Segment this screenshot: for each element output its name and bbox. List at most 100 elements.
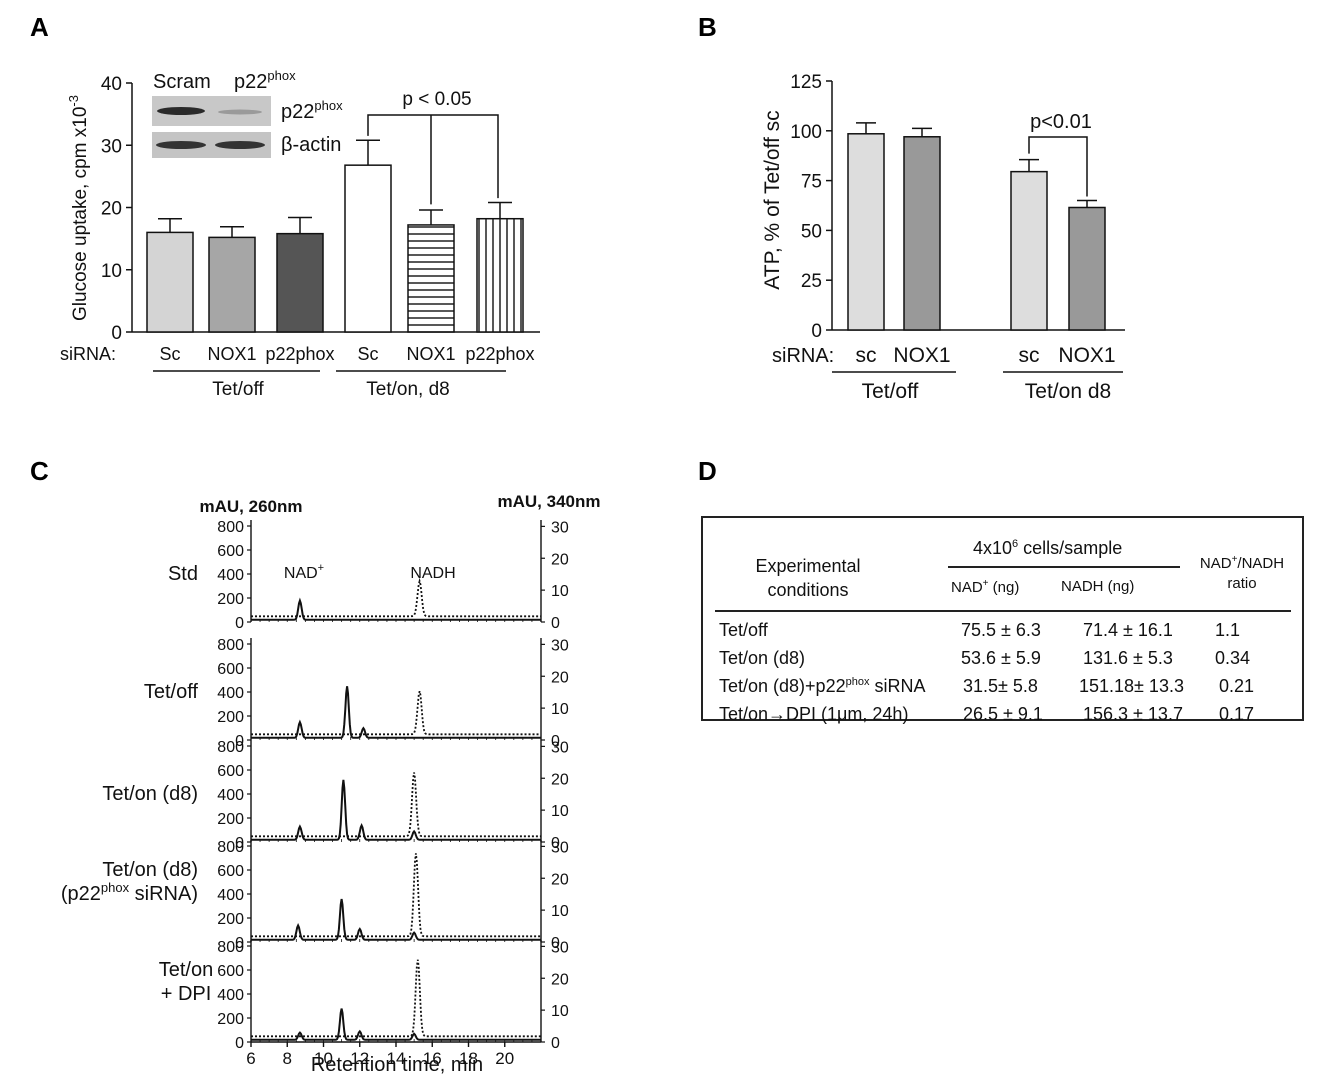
x-tick-label: NOX1 xyxy=(406,344,455,364)
left-tick-label: 800 xyxy=(217,939,244,956)
siRNA-label: siRNA: xyxy=(772,345,834,367)
y-tick-label: 10 xyxy=(101,261,122,282)
panel-label-c: C xyxy=(30,456,49,486)
left-tick-label: 400 xyxy=(217,685,244,702)
left-tick-label: 200 xyxy=(217,709,244,726)
right-tick-label: 10 xyxy=(551,1003,569,1020)
trace-260nm xyxy=(251,779,541,841)
blot-band xyxy=(218,109,262,115)
chromatogram-subplot: 0 200 400 600 800 0 10 20 30 Tet/off xyxy=(144,637,569,750)
table-header-rule xyxy=(715,610,1291,612)
y-axis-label: ATP, % of Tet/off sc xyxy=(761,110,784,289)
group-label: Tet/on, d8 xyxy=(366,379,449,400)
glucose-uptake-chart: 0 10 20 30 40 Glucose uptake, cpm x10-3 Sc NOX1… xyxy=(60,68,540,400)
table-row-ratio: 0.21 xyxy=(1219,676,1255,696)
nad-peak-label: NAD+ xyxy=(284,562,324,582)
panel-label-d: D xyxy=(698,456,717,486)
hplc-chromatograms: mAU, 260nm mAU, 340nm02004006008000102030… xyxy=(61,492,601,1076)
x-tick-label: 20 xyxy=(495,1049,514,1068)
bar xyxy=(407,224,455,333)
y-axis-label-exponent: -3 xyxy=(66,95,81,107)
y-tick-label: 30 xyxy=(101,136,122,157)
left-tick-label: 400 xyxy=(217,567,244,584)
y-axis-label: Glucose uptake, cpm x10-3 xyxy=(66,95,91,321)
header-rule xyxy=(948,566,1180,568)
x-tick-label: 16 xyxy=(423,1049,442,1068)
x-tick-label: NOX1 xyxy=(1058,344,1115,367)
chromatogram-subplot: 0 200 400 600 800 0 10 20 30 Tet/on (d8)(p22phox … xyxy=(61,839,569,952)
left-tick-label: 400 xyxy=(217,887,244,904)
y-tick-label: 75 xyxy=(801,172,822,193)
bar xyxy=(476,217,524,333)
table-row-ratio: 0.17 xyxy=(1219,704,1255,724)
left-tick-label: 800 xyxy=(217,519,244,536)
right-tick-label: 0 xyxy=(551,733,560,750)
table-row-ratio: 1.1 xyxy=(1215,620,1241,640)
right-tick-label: 30 xyxy=(551,939,569,956)
y-tick-label: 50 xyxy=(801,221,822,242)
right-tick-label: 20 xyxy=(551,771,569,788)
table-row-condition: Tet/off xyxy=(719,620,768,640)
bar xyxy=(146,231,194,333)
right-tick-label: 10 xyxy=(551,701,569,718)
subplot-label: Tet/off xyxy=(144,681,199,703)
trace-340nm xyxy=(251,577,541,618)
table-row-nad: 31.5± 5.8 xyxy=(963,676,1038,696)
left-tick-label: 600 xyxy=(217,963,244,980)
right-tick-label: 30 xyxy=(551,637,569,654)
bar xyxy=(903,136,941,331)
x-tick-label: NOX1 xyxy=(207,344,256,364)
right-tick-label: 0 xyxy=(551,835,560,852)
right-tick-label: 0 xyxy=(551,935,560,952)
header-ratio: NAD+/NADH ratio xyxy=(1199,554,1285,592)
x-tick-label: Sc xyxy=(357,344,378,364)
bar xyxy=(1010,170,1048,331)
y-tick-label: 0 xyxy=(111,323,122,344)
left-tick-label: 200 xyxy=(217,811,244,828)
chromatogram-subplot: 0 200 400 600 800 0 10 20 30 Tet/on+ DPI xyxy=(159,939,569,1052)
header-conditions: Experimental conditions xyxy=(755,556,861,600)
blot-band xyxy=(156,141,206,149)
left-tick-label: 600 xyxy=(217,661,244,678)
x-tick-label: sc xyxy=(1019,344,1040,367)
table-row-nad: 26.5 ± 9.1 xyxy=(963,704,1043,724)
table-row-nadh: 151.18± 13.3 xyxy=(1079,676,1184,696)
panel-label-a: A xyxy=(30,12,49,42)
left-tick-label: 200 xyxy=(217,1011,244,1028)
bar xyxy=(208,236,256,333)
superscript: phox xyxy=(267,68,296,83)
y-tick-label: 100 xyxy=(790,122,822,143)
table-row-condition: Tet/on (d8) xyxy=(719,648,806,668)
left-tick-label: 0 xyxy=(235,935,244,952)
left-tick-label: 400 xyxy=(217,787,244,804)
table-row-nadh: 71.4 ± 16.1 xyxy=(1083,620,1173,640)
subplot-label: + DPI xyxy=(161,983,212,1005)
blot-band xyxy=(157,107,205,115)
bar xyxy=(276,232,324,333)
x-tick-label: 6 xyxy=(246,1049,255,1068)
trace-340nm xyxy=(251,959,541,1038)
right-tick-label: 20 xyxy=(551,971,569,988)
header-nadh: NADH (ng) xyxy=(1061,578,1135,595)
y-tick-label: 40 xyxy=(101,74,122,95)
left-tick-label: 600 xyxy=(217,863,244,880)
subplot-label: Tet/on (d8) xyxy=(102,859,198,881)
significance-bracket xyxy=(1028,136,1088,197)
blot-band-label: β-actin xyxy=(281,134,341,156)
table-row-condition: Tet/on (d8)+p22phox siRNA xyxy=(719,676,926,696)
right-tick-label: 10 xyxy=(551,583,569,600)
x-tick-label: 12 xyxy=(350,1049,369,1068)
left-tick-label: 400 xyxy=(217,987,244,1004)
subplot-label: (p22phox siRNA) xyxy=(61,880,198,905)
trace-260nm xyxy=(251,1008,541,1041)
x-tick-label: NOX1 xyxy=(893,344,950,367)
x-tick-label: Sc xyxy=(159,344,180,364)
significance-bracket xyxy=(367,114,499,205)
right-tick-label: 30 xyxy=(551,519,569,536)
left-tick-label: 800 xyxy=(217,637,244,654)
x-tick-label: sc xyxy=(856,344,877,367)
table-row-nad: 53.6 ± 5.9 xyxy=(961,648,1041,668)
left-tick-label: 800 xyxy=(217,739,244,756)
subplot-label: Std xyxy=(168,563,198,585)
table-row-nad: 75.5 ± 6.3 xyxy=(961,620,1041,640)
